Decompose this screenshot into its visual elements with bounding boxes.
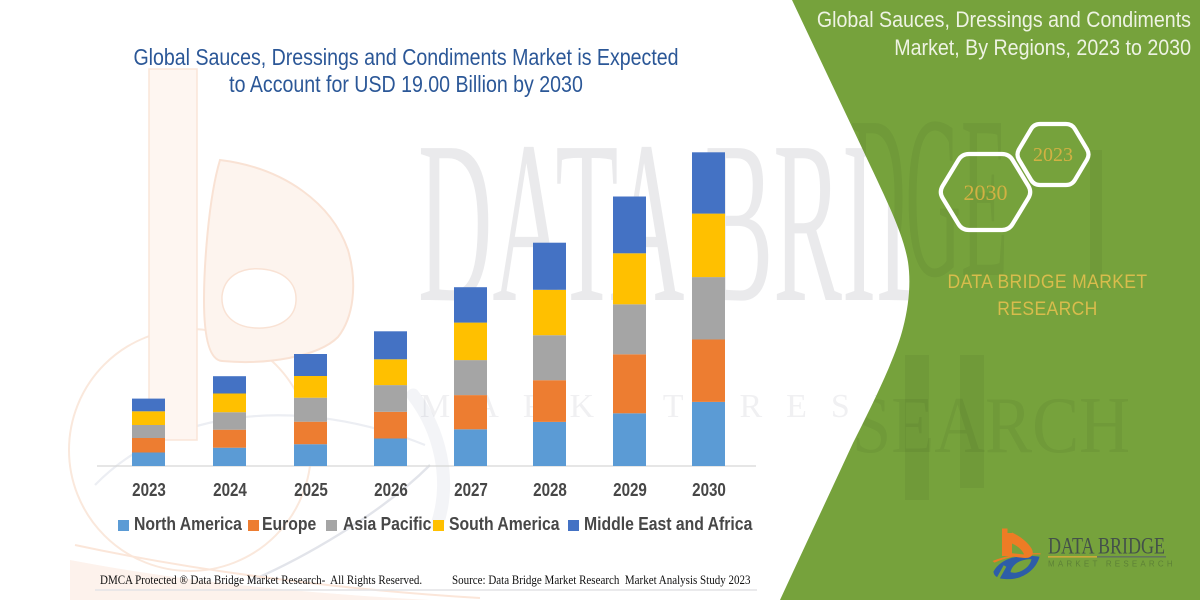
svg-text:MARKET RESEARCH: MARKET RESEARCH — [1048, 560, 1176, 569]
svg-text:DATA BRIDGE: DATA BRIDGE — [1048, 534, 1165, 559]
